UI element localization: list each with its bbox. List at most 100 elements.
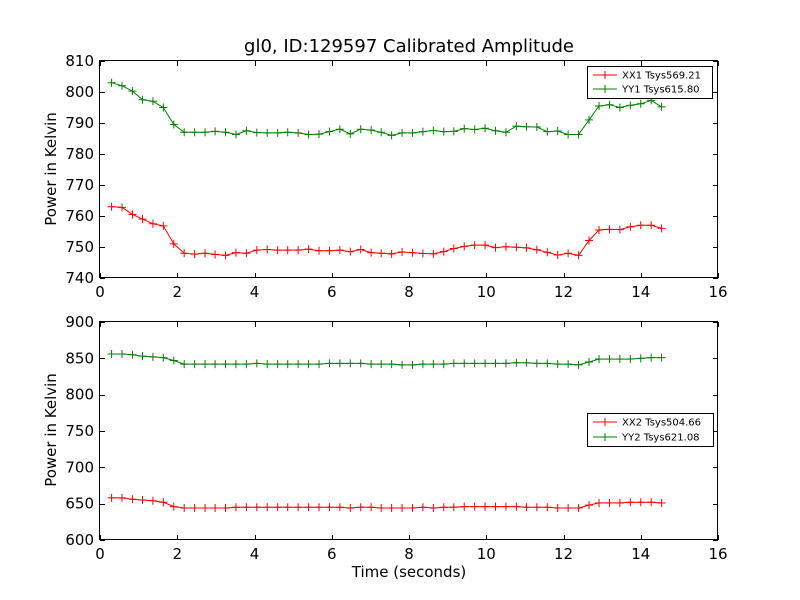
data-point-xx1 (398, 247, 407, 256)
data-point-yy1 (501, 128, 510, 137)
data-point-xx2 (647, 498, 656, 507)
data-point-xx1 (408, 248, 417, 257)
data-point-yy1 (159, 103, 168, 112)
data-point-yy2 (325, 359, 334, 368)
data-point-yy2 (367, 360, 376, 369)
data-point-yy2 (460, 359, 469, 368)
data-point-yy1 (325, 127, 334, 136)
top-y-tick-label: 790 (65, 114, 94, 132)
bottom-plot-area (107, 349, 666, 513)
data-point-yy1 (574, 130, 583, 139)
top-y-tick-label: 740 (65, 269, 94, 287)
data-point-xx1 (252, 246, 261, 255)
data-point-xx1 (481, 241, 490, 250)
bottom-x-tick-label: 2 (172, 545, 182, 563)
data-point-yy1 (522, 122, 531, 131)
data-point-xx2 (107, 493, 116, 502)
data-point-yy2 (418, 360, 427, 369)
data-point-xx2 (501, 502, 510, 511)
data-point-yy1 (294, 128, 303, 137)
bottom-x-tick-label: 16 (708, 545, 727, 563)
data-point-yy1 (367, 126, 376, 135)
data-point-xx2 (294, 503, 303, 512)
data-point-yy2 (408, 360, 417, 369)
data-point-xx1 (584, 236, 593, 245)
data-point-xx1 (335, 246, 344, 255)
data-point-xx2 (367, 503, 376, 512)
data-point-xx1 (657, 224, 666, 233)
data-point-yy2 (118, 349, 127, 358)
data-point-xx2 (615, 498, 624, 507)
data-point-xx2 (460, 502, 469, 511)
legend-label-yy2: YY2 Tsys621.08 (621, 433, 700, 444)
data-point-xx2 (315, 503, 324, 512)
data-point-xx2 (449, 503, 458, 512)
bottom-legend: XX2 Tsys504.66 YY2 Tsys621.08 (587, 413, 714, 447)
data-point-yy1 (512, 122, 521, 131)
bottom-x-tick-label: 14 (631, 545, 650, 563)
data-point-xx2 (626, 498, 635, 507)
data-point-xx2 (595, 498, 604, 507)
top-y-tick-label: 770 (65, 176, 94, 194)
data-point-xx1 (201, 249, 210, 258)
data-point-xx1 (128, 210, 137, 219)
data-point-xx2 (408, 504, 417, 513)
data-point-yy2 (398, 360, 407, 369)
data-point-yy1 (107, 78, 116, 87)
data-point-xx2 (377, 504, 386, 513)
data-point-xx1 (263, 245, 272, 254)
data-point-yy1 (615, 103, 624, 112)
data-point-xx2 (273, 503, 282, 512)
data-point-yy2 (574, 360, 583, 369)
legend-label-xx2: XX2 Tsys504.66 (622, 418, 701, 429)
data-point-xx2 (335, 503, 344, 512)
data-point-yy2 (242, 360, 251, 369)
top-x-tick-label: 0 (95, 283, 105, 301)
data-point-xx1 (138, 215, 147, 224)
data-point-yy2 (584, 357, 593, 366)
data-point-yy1 (190, 128, 199, 137)
bottom-panel: 0 2 4 6 8 10 12 14 16 600 650 700 750 800 850 900 Powe… (42, 313, 728, 581)
data-point-xx1 (491, 243, 500, 252)
bottom-y-tick-label: 650 (65, 495, 94, 513)
data-point-yy1 (408, 128, 417, 137)
data-point-yy2 (138, 352, 147, 361)
data-point-xx1 (564, 249, 573, 258)
data-point-yy1 (553, 127, 562, 136)
data-point-yy2 (377, 360, 386, 369)
data-point-xx1 (367, 248, 376, 257)
data-point-yy1 (180, 128, 189, 137)
data-point-xx1 (346, 247, 355, 256)
data-point-xx2 (128, 495, 137, 504)
data-point-yy2 (107, 349, 116, 358)
top-plot-area (107, 78, 666, 260)
data-point-xx2 (470, 502, 479, 511)
data-point-yy2 (657, 353, 666, 362)
data-point-xx1 (512, 243, 521, 252)
data-point-xx1 (148, 219, 157, 228)
data-point-yy1 (439, 127, 448, 136)
data-point-xx1 (522, 243, 531, 252)
data-point-yy1 (429, 126, 438, 135)
data-point-yy2 (128, 350, 137, 359)
top-legend-box (587, 66, 713, 99)
data-point-xx2 (543, 503, 552, 512)
data-point-yy2 (470, 359, 479, 368)
bottom-x-tick-label: 4 (250, 545, 260, 563)
data-point-yy2 (522, 358, 531, 367)
data-point-xx2 (211, 504, 220, 513)
data-point-yy1 (387, 131, 396, 140)
data-point-yy2 (512, 358, 521, 367)
top-y-tick-label: 810 (65, 52, 94, 70)
data-point-xx2 (118, 493, 127, 502)
data-point-yy2 (553, 360, 562, 369)
data-point-yy1 (584, 115, 593, 124)
data-point-yy2 (294, 360, 303, 369)
data-point-yy1 (252, 128, 261, 137)
data-point-yy2 (263, 360, 272, 369)
data-point-yy2 (636, 354, 645, 363)
top-x-axis: 0 2 4 6 8 10 12 14 16 (95, 61, 728, 301)
data-point-yy2 (439, 360, 448, 369)
top-y-tick-label: 750 (65, 238, 94, 256)
data-point-yy2 (356, 359, 365, 368)
